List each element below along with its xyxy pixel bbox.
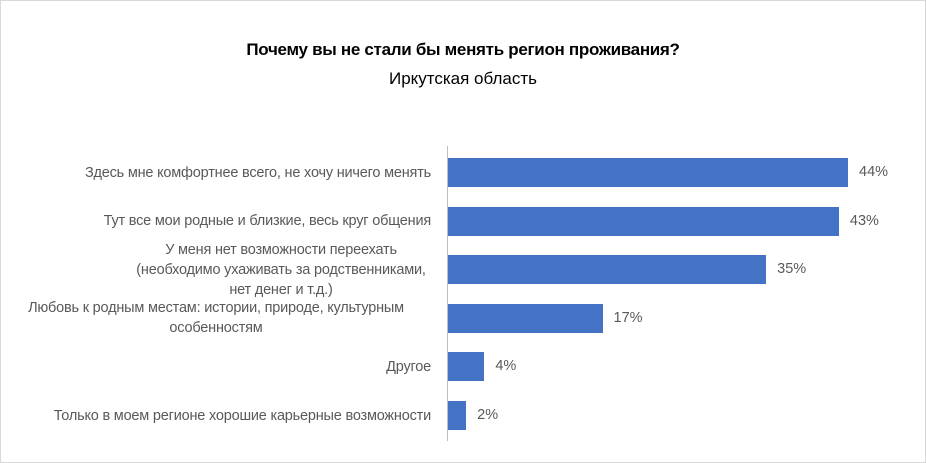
- category-label-text: У меня нет возможности переехать (необхо…: [136, 241, 426, 298]
- category-label-text: Тут все мои родные и близкие, весь круг …: [103, 213, 432, 230]
- category-label: Здесь мне комфортнее всего, не хочу ниче…: [1, 149, 431, 197]
- data-label: 35%: [777, 261, 807, 278]
- category-label-text: Только в моем регионе хорошие карьерные …: [53, 407, 431, 424]
- data-label: 4%: [495, 358, 517, 375]
- bar: [448, 352, 485, 382]
- category-label-text: Здесь мне комфортнее всего, не хочу ниче…: [84, 164, 431, 181]
- category-label-text: Другое: [386, 358, 431, 375]
- data-label: 44%: [859, 164, 889, 180]
- category-label: Другое: [1, 343, 431, 391]
- bar: [448, 401, 467, 430]
- data-label: 2%: [477, 407, 499, 423]
- bar: [448, 255, 767, 285]
- data-label: 43%: [849, 212, 879, 229]
- category-label: Тут все мои родные и близкие, весь круг …: [1, 197, 432, 245]
- bar: [448, 206, 839, 236]
- bar: [448, 158, 848, 187]
- category-label: У меня нет возможности переехать (необхо…: [1, 242, 431, 298]
- category-label: Только в моем регионе хорошие карьерные …: [1, 392, 431, 440]
- category-axis-line: [447, 146, 448, 441]
- bar: [448, 303, 603, 333]
- category-label: Любовь к родным местам: истории, природе…: [1, 294, 431, 342]
- data-label: 17%: [613, 309, 643, 326]
- chart-title: Почему вы не стали бы менять регион прож…: [246, 40, 680, 59]
- category-label-text: Любовь к родным местам: истории, природе…: [28, 300, 404, 337]
- chart-subtitle: Иркутская область: [388, 69, 538, 88]
